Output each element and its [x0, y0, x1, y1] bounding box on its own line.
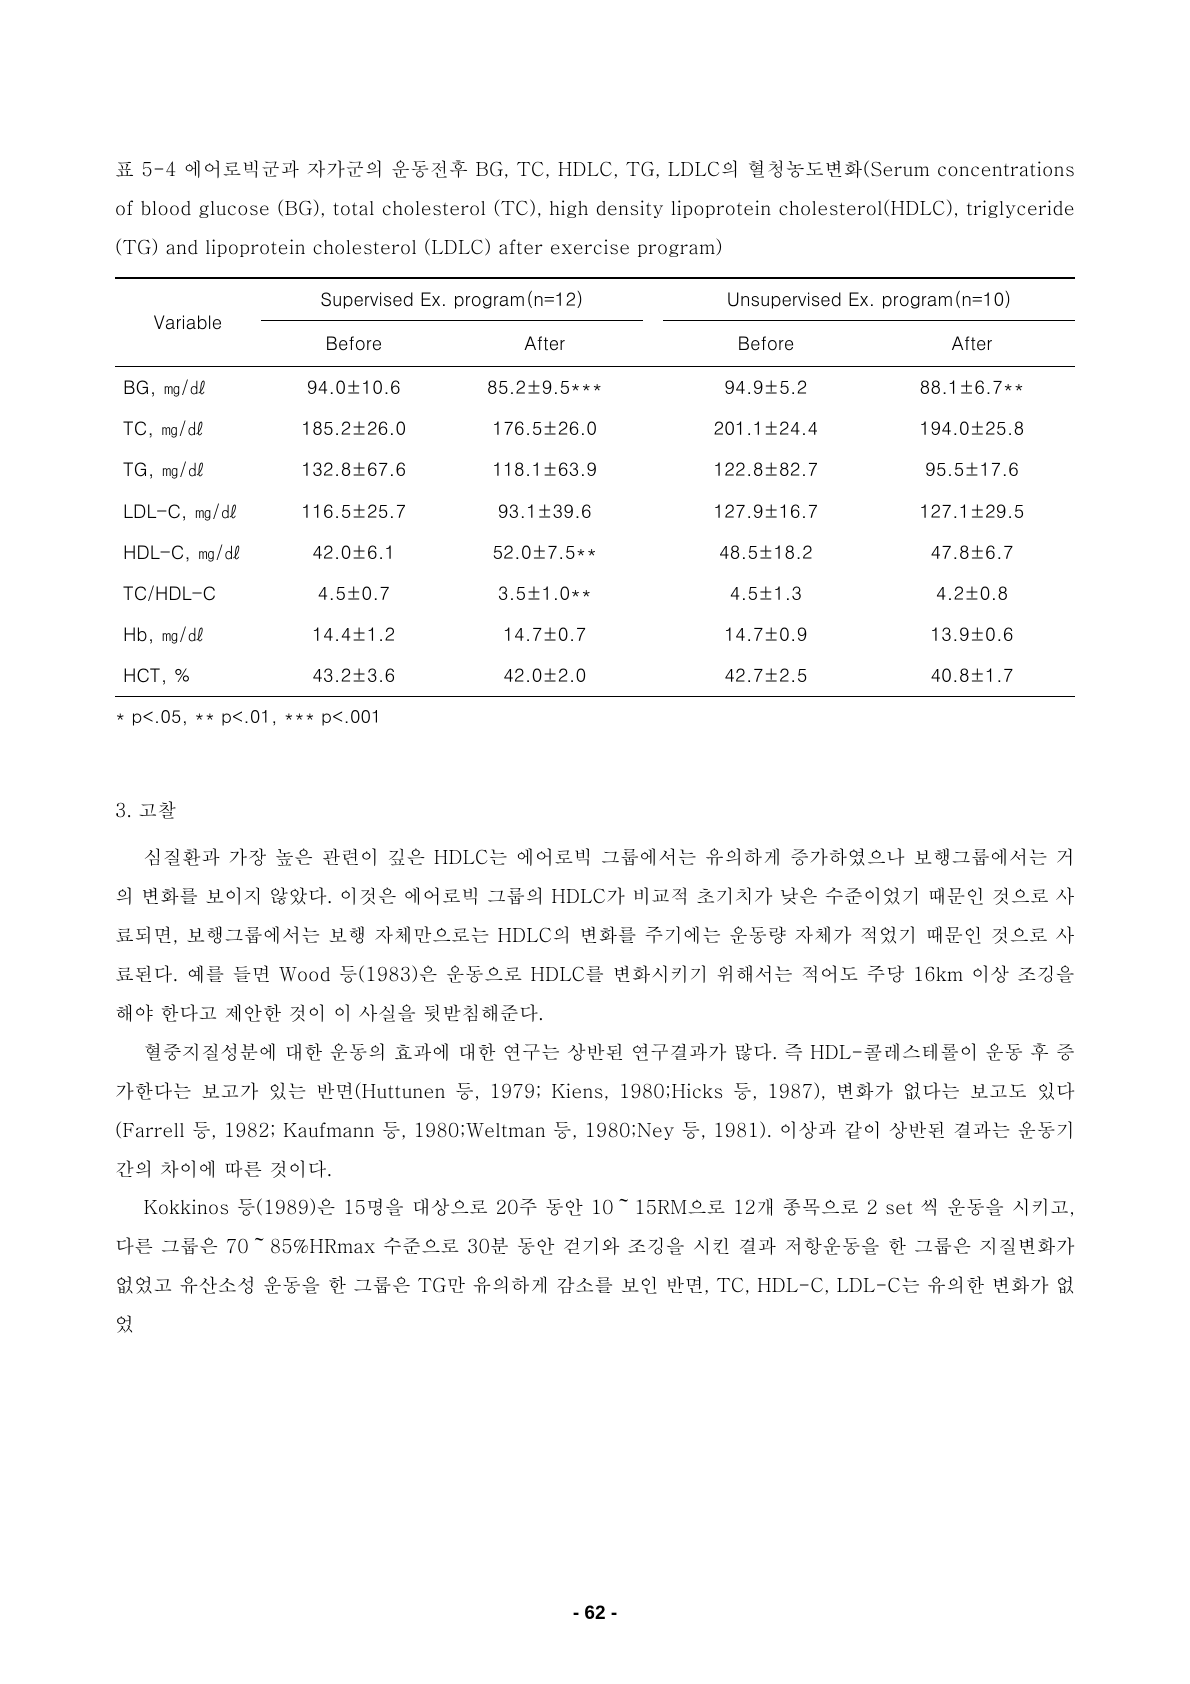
- body-paragraph: Kokkinos 등(1989)은 15명을 대상으로 20주 동안 10～15…: [115, 1188, 1075, 1344]
- cell: 4.5±1.3: [663, 573, 869, 614]
- col-variable: Variable: [115, 278, 261, 367]
- cell-var: HCT, %: [115, 655, 261, 697]
- cell: 94.0±10.6: [261, 367, 447, 409]
- table-row: TG, ㎎/㎗ 132.8±67.6 118.1±63.9 122.8±82.7…: [115, 449, 1075, 490]
- cell: 95.5±17.6: [869, 449, 1075, 490]
- results-table: Variable Supervised Ex. program(n=12) Un…: [115, 277, 1075, 697]
- cell-var: LDL-C, ㎎/㎗: [115, 491, 261, 532]
- cell-var: Hb, ㎎/㎗: [115, 614, 261, 655]
- table-body: BG, ㎎/㎗ 94.0±10.6 85.2±9.5*** 94.9±5.2 8…: [115, 367, 1075, 697]
- cell: 118.1±63.9: [447, 449, 643, 490]
- col-group2: Unsupervised Ex. program(n=10): [663, 278, 1075, 321]
- cell: 185.2±26.0: [261, 408, 447, 449]
- table-row: HCT, % 43.2±3.6 42.0±2.0 42.7±2.5 40.8±1…: [115, 655, 1075, 697]
- cell: 42.0±2.0: [447, 655, 643, 697]
- table-row: LDL-C, ㎎/㎗ 116.5±25.7 93.1±39.6 127.9±16…: [115, 491, 1075, 532]
- body-paragraph: 심질환과 가장 높은 관련이 깊은 HDLC는 에어로빅 그룹에서는 유의하게 …: [115, 838, 1075, 1033]
- cell-var: TC/HDL-C: [115, 573, 261, 614]
- table-row: BG, ㎎/㎗ 94.0±10.6 85.2±9.5*** 94.9±5.2 8…: [115, 367, 1075, 409]
- table-footnote: * p<.05, ** p<.01, *** p<.001: [115, 699, 1075, 736]
- cell: 42.0±6.1: [261, 532, 447, 573]
- cell: 4.5±0.7: [261, 573, 447, 614]
- col-after-2: After: [869, 320, 1075, 366]
- table-caption: 표 5-4 에어로빅군과 자가군의 운동전후 BG, TC, HDLC, TG,…: [115, 150, 1075, 267]
- col-after-1: After: [447, 320, 643, 366]
- cell: 14.7±0.9: [663, 614, 869, 655]
- cell: 4.2±0.8: [869, 573, 1075, 614]
- cell: 13.9±0.6: [869, 614, 1075, 655]
- cell: 14.7±0.7: [447, 614, 643, 655]
- cell-var: BG, ㎎/㎗: [115, 367, 261, 409]
- cell: 52.0±7.5**: [447, 532, 643, 573]
- cell: 132.8±67.6: [261, 449, 447, 490]
- table-row: TC/HDL-C 4.5±0.7 3.5±1.0** 4.5±1.3 4.2±0…: [115, 573, 1075, 614]
- cell: 122.8±82.7: [663, 449, 869, 490]
- cell: 116.5±25.7: [261, 491, 447, 532]
- col-before-1: Before: [261, 320, 447, 366]
- cell: 94.9±5.2: [663, 367, 869, 409]
- table-row: TC, ㎎/㎗ 185.2±26.0 176.5±26.0 201.1±24.4…: [115, 408, 1075, 449]
- cell: 93.1±39.6: [447, 491, 643, 532]
- col-group1: Supervised Ex. program(n=12): [261, 278, 643, 321]
- body-paragraph: 혈중지질성분에 대한 운동의 효과에 대한 연구는 상반된 연구결과가 많다. …: [115, 1033, 1075, 1189]
- cell: 48.5±18.2: [663, 532, 869, 573]
- cell: 47.8±6.7: [869, 532, 1075, 573]
- cell: 3.5±1.0**: [447, 573, 643, 614]
- cell: 43.2±3.6: [261, 655, 447, 697]
- col-before-2: Before: [663, 320, 869, 366]
- section-heading: 3. 고찰: [115, 791, 1075, 830]
- cell: 127.9±16.7: [663, 491, 869, 532]
- cell: 88.1±6.7**: [869, 367, 1075, 409]
- cell: 40.8±1.7: [869, 655, 1075, 697]
- cell-var: TC, ㎎/㎗: [115, 408, 261, 449]
- table-row: HDL-C, ㎎/㎗ 42.0±6.1 52.0±7.5** 48.5±18.2…: [115, 532, 1075, 573]
- cell: 14.4±1.2: [261, 614, 447, 655]
- cell: 85.2±9.5***: [447, 367, 643, 409]
- table-row: Hb, ㎎/㎗ 14.4±1.2 14.7±0.7 14.7±0.9 13.9±…: [115, 614, 1075, 655]
- page-number: - 62 -: [0, 1595, 1190, 1634]
- cell-var: TG, ㎎/㎗: [115, 449, 261, 490]
- cell-var: HDL-C, ㎎/㎗: [115, 532, 261, 573]
- cell: 42.7±2.5: [663, 655, 869, 697]
- cell: 201.1±24.4: [663, 408, 869, 449]
- cell: 176.5±26.0: [447, 408, 643, 449]
- cell: 194.0±25.8: [869, 408, 1075, 449]
- cell: 127.1±29.5: [869, 491, 1075, 532]
